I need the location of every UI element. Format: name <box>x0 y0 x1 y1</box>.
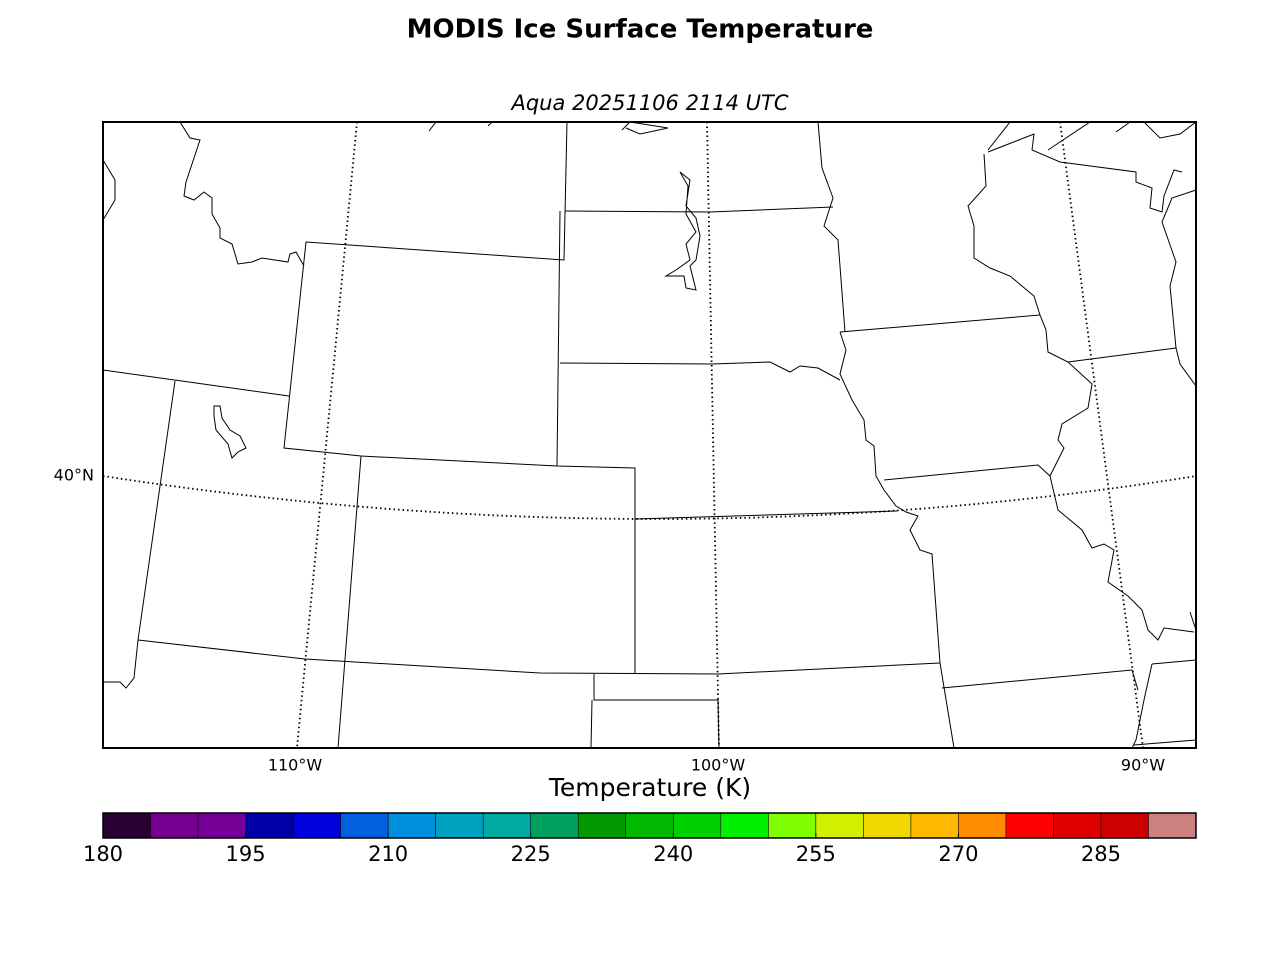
colorbar-tick-label: 180 <box>83 842 123 866</box>
colorbar-segment <box>198 813 247 838</box>
colorbar-segment <box>958 813 1007 838</box>
colorbar-tick-label: 240 <box>653 842 693 866</box>
lon-label: 90°W <box>1121 756 1165 775</box>
colorbar-segment <box>530 813 579 838</box>
meridian <box>296 121 358 749</box>
colorbar-tick-label: 225 <box>511 842 551 866</box>
colorbar-segment <box>245 813 294 838</box>
colorbar-segment <box>483 813 532 838</box>
lon-label: 100°W <box>691 756 746 775</box>
colorbar-segment <box>435 813 484 838</box>
colorbar-segment <box>388 813 437 838</box>
lon-label: 110°W <box>268 756 323 775</box>
colorbar-segment <box>103 813 152 838</box>
colorbar-segment <box>1100 813 1149 838</box>
colorbar-tick-label: 270 <box>938 842 978 866</box>
colorbar-segment <box>1148 813 1197 838</box>
colorbar-segment <box>150 813 199 838</box>
colorbar-segment <box>578 813 627 838</box>
colorbar-segment <box>768 813 817 838</box>
colorbar-segment <box>815 813 864 838</box>
colorbar-segment <box>340 813 389 838</box>
colorbar-frame <box>102 812 1197 839</box>
map: 40°N 110°W 100°W 90°W <box>54 121 1197 775</box>
colorbar-segment <box>673 813 722 838</box>
colorbar-tick-label: 210 <box>368 842 408 866</box>
meridian <box>1059 121 1144 749</box>
title: MODIS Ice Surface Temperature <box>407 15 874 45</box>
colorbar-segment <box>293 813 342 838</box>
colorbar-tick-label: 285 <box>1081 842 1121 866</box>
colorbar-segment <box>1005 813 1054 838</box>
meridian <box>706 121 720 749</box>
subtitle: Aqua 20251106 2114 UTC <box>509 91 788 115</box>
colorbar-segment <box>1053 813 1102 838</box>
colorbar-segment <box>863 813 912 838</box>
colorbar: 180 195 210 225 240 255 270 285 <box>83 812 1197 866</box>
colorbar-segment <box>720 813 769 838</box>
colorbar-segment <box>910 813 959 838</box>
colorbar-segment <box>625 813 674 838</box>
parallel <box>102 475 1197 520</box>
lat-label: 40°N <box>54 466 94 485</box>
borders <box>102 121 1197 749</box>
colorbar-label: Temperature (K) <box>548 773 751 802</box>
map-frame <box>102 121 1197 749</box>
colorbar-tick-label: 255 <box>796 842 836 866</box>
colorbar-tick-label: 195 <box>226 842 266 866</box>
